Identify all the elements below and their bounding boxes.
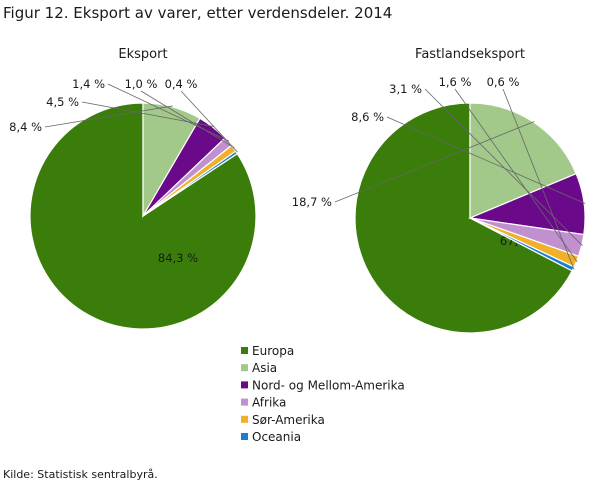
legend-swatch [241, 433, 248, 440]
slice-label: 8,4 % [9, 120, 42, 134]
leader-line [386, 116, 586, 204]
pie-slice-asia [469, 102, 577, 219]
legend-swatch [241, 364, 248, 372]
legend-swatch [241, 347, 248, 354]
slice-label: 3,1 % [389, 82, 422, 96]
pie-chart-1: Eksport 84,3 % 8,4 % 4,5 % 1,4 % 1,0 % 0,4 % [9, 47, 257, 330]
legend-label: Sør-Amerika [252, 413, 325, 427]
legend-label: Afrika [252, 396, 286, 410]
figure-title: Figur 12. Eksport av varer, etter verden… [3, 4, 393, 22]
slice-label: 0,4 % [165, 77, 198, 91]
legend-swatch [241, 415, 248, 423]
legend-label: Europa [252, 344, 294, 358]
leader-line [424, 88, 583, 247]
legend-label: Nord- og Mellom-Amerika [252, 378, 405, 392]
leader-line [81, 101, 214, 127]
legend-label: Oceania [252, 430, 301, 444]
leader-line [454, 88, 578, 263]
slice-label: 1,6 % [439, 75, 472, 89]
slice-label: 1,0 % [125, 77, 158, 91]
pie-title: Eksport [118, 47, 167, 62]
slice-label: 18,7 % [292, 195, 332, 209]
legend: Europa Asia Nord- og Mellom-Amerika Afrika S… [241, 344, 405, 444]
pie-chart-2: Fastlandseksport67,4 %18,7 %8,6 %3,1 %1,… [292, 47, 586, 334]
slice-label: 84,3 % [158, 251, 198, 265]
leader-line [140, 90, 235, 149]
legend-swatch [241, 398, 248, 406]
legend-swatch [241, 381, 248, 389]
source-note: Kilde: Statistisk sentralbyrå. [3, 468, 158, 481]
pie-slice-oceania [142, 150, 239, 217]
legend-label: Asia [252, 361, 277, 375]
leader-line [334, 121, 535, 203]
leader-line [107, 83, 230, 142]
slice-label: 1,4 % [72, 77, 105, 91]
slice-label: 8,6 % [351, 110, 384, 124]
pie-slice-europa [354, 102, 573, 334]
pie-title: Fastlandseksport [415, 47, 525, 62]
leader-line [44, 105, 173, 128]
slice-label: 4,5 % [46, 95, 79, 109]
slice-label: 0,6 % [487, 75, 520, 89]
leader-line [180, 90, 238, 153]
pie-slice-oceania [469, 217, 575, 272]
leader-line [502, 88, 575, 270]
